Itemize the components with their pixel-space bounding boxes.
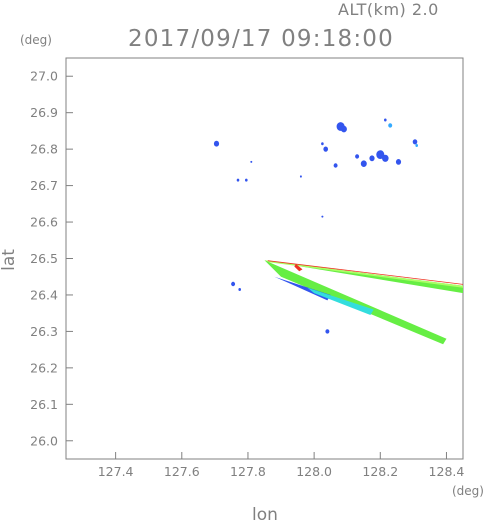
echo-point-14 [382, 154, 389, 162]
echo-point-19 [415, 144, 419, 147]
y-tick-label-8: 26.8 [30, 142, 58, 157]
y-tick-label-3: 26.3 [30, 324, 58, 339]
x-tick-label-1: 127.6 [164, 464, 200, 479]
echo-point-11 [360, 160, 367, 167]
echo-point-20 [321, 215, 324, 218]
echo-point-15 [384, 118, 387, 122]
echo-point-4 [299, 175, 302, 178]
streak-layer [264, 260, 463, 345]
echo-point-0 [213, 140, 220, 147]
x-axis-unit: (deg) [452, 484, 484, 498]
y-tick-label-2: 26.2 [30, 360, 58, 375]
x-tick-label-0: 127.4 [98, 464, 134, 479]
y-tick-label-1: 26.1 [30, 397, 58, 412]
echo-point-21 [231, 281, 236, 287]
y-axis-unit: (deg) [20, 33, 52, 47]
echo-point-6 [321, 142, 324, 146]
y-tick-label-6: 26.6 [30, 215, 58, 230]
echo-point-1 [236, 178, 240, 182]
y-tick-label-0: 26.0 [30, 433, 58, 448]
echo-streak-2 [264, 260, 447, 345]
y-tick-label-4: 26.4 [30, 287, 58, 302]
y-tick-label-10: 27.0 [30, 69, 58, 84]
x-tick-label-5: 128.4 [429, 464, 465, 479]
y-ticks: 26.0 26.1 26.2 26.3 26.4 26.5 26.6 26.7 26.8 26.9… [30, 69, 73, 448]
x-axis-label: lon [252, 505, 278, 525]
echo-point-10 [355, 154, 360, 159]
echo-streak-1 [264, 260, 463, 288]
echo-point-17 [395, 159, 402, 165]
echo-streak-5 [294, 264, 303, 272]
echo-streak-3 [274, 276, 331, 301]
y-tick-label-7: 26.7 [30, 178, 58, 193]
echo-layer [213, 118, 419, 334]
y-tick-label-5: 26.5 [30, 251, 58, 266]
echo-point-5 [323, 146, 329, 152]
echo-streak-0 [264, 260, 463, 294]
x-tick-label-3: 128.0 [296, 464, 332, 479]
echo-point-16 [388, 123, 393, 128]
echo-point-18 [412, 139, 418, 145]
echo-streak-4 [307, 287, 374, 315]
x-tick-label-4: 128.2 [362, 464, 398, 479]
echo-point-3 [250, 160, 253, 163]
echo-point-12 [369, 155, 375, 162]
y-tick-label-9: 26.9 [30, 105, 58, 120]
altitude-label: ALT(km) 2.0 [338, 0, 439, 19]
echo-point-7 [333, 163, 338, 168]
echo-point-2 [245, 178, 248, 182]
echo-point-9 [340, 125, 347, 133]
echo-point-13 [376, 150, 385, 160]
echo-streak-6 [267, 260, 463, 285]
x-tick-label-2: 127.8 [230, 464, 266, 479]
x-ticks: 127.4 127.6 127.8 128.0 128.2 128.4 [98, 452, 465, 479]
echo-point-22 [238, 288, 241, 291]
plot-frame [65, 57, 464, 460]
echo-point-23 [325, 329, 330, 334]
chart-title-timestamp: 2017/09/17 09:18:00 [128, 26, 394, 52]
